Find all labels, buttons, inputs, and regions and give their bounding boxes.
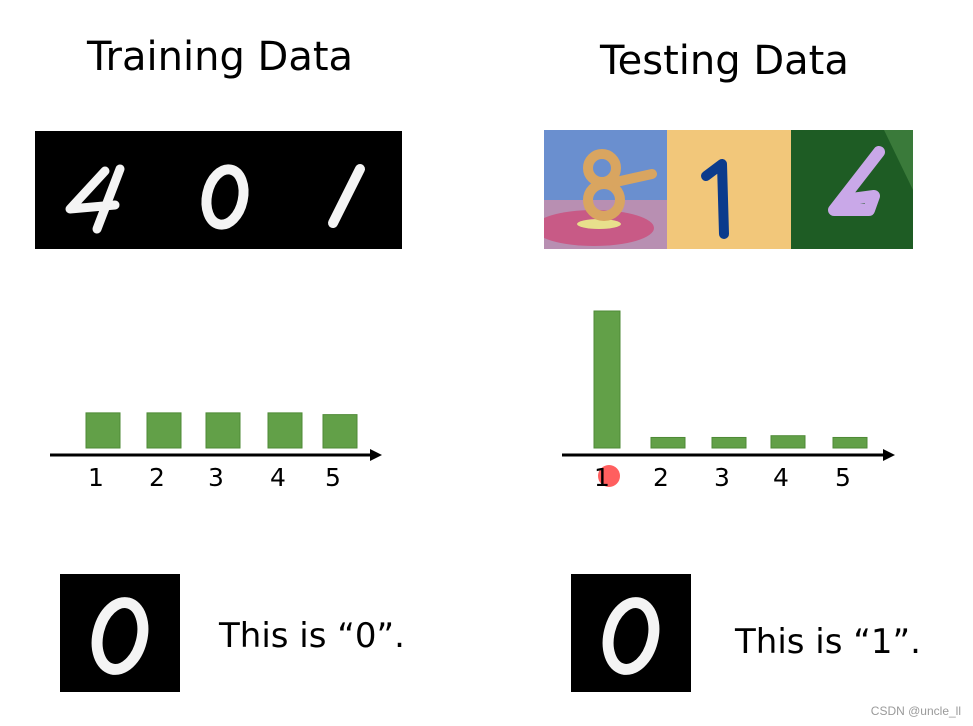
tick-label-3: 3 — [208, 463, 224, 492]
tick-label-3: 3 — [714, 463, 730, 492]
testing-sample-image — [571, 574, 691, 692]
tick-label-5: 5 — [835, 463, 851, 492]
training-bar-chart: 1 2 3 4 5 — [50, 412, 382, 492]
digit-4-image — [65, 164, 125, 234]
bar-4 — [267, 412, 303, 449]
training-prediction-text: This is “0”. — [219, 616, 405, 656]
testing-bar-chart: 1 2 3 4 5 — [562, 310, 895, 492]
sample-digit-0-test-image — [602, 597, 660, 675]
digit-1-colored-image — [701, 159, 729, 239]
bar-5 — [832, 436, 868, 449]
tick-label-1: 1 — [594, 463, 610, 492]
digit-0-image — [201, 164, 249, 230]
watermark: CSDN @uncle_ll — [870, 704, 961, 718]
bar-3 — [711, 436, 747, 449]
sample-digit-0-image — [91, 597, 149, 675]
digit-1-image — [328, 164, 365, 228]
tick-label-5: 5 — [325, 463, 341, 492]
testing-digits-image — [544, 130, 913, 249]
digit-8-image — [583, 149, 657, 221]
testing-data-title: Testing Data — [600, 38, 849, 84]
bar-5 — [322, 414, 358, 449]
tick-label-4: 4 — [270, 463, 286, 492]
x-axis-arrow — [370, 449, 382, 461]
highlight-marker — [598, 465, 620, 487]
bar-1 — [593, 310, 621, 449]
bar-2 — [650, 436, 686, 449]
digit-6-image — [828, 146, 885, 216]
training-digits-image — [65, 164, 365, 234]
bar-1 — [85, 412, 121, 449]
bar-3 — [205, 412, 241, 449]
tick-label-2: 2 — [149, 463, 165, 492]
training-data-title: Training Data — [87, 34, 354, 80]
bar-4 — [770, 435, 806, 449]
training-sample-image — [60, 574, 180, 692]
testing-prediction-text: This is “1”. — [735, 622, 921, 662]
bar-2 — [146, 412, 182, 449]
tick-label-1: 1 — [88, 463, 104, 492]
tick-label-4: 4 — [773, 463, 789, 492]
tick-label-2: 2 — [653, 463, 669, 492]
testing-digit-strip — [544, 130, 913, 249]
x-axis-arrow — [883, 449, 895, 461]
training-digit-strip — [35, 131, 402, 249]
